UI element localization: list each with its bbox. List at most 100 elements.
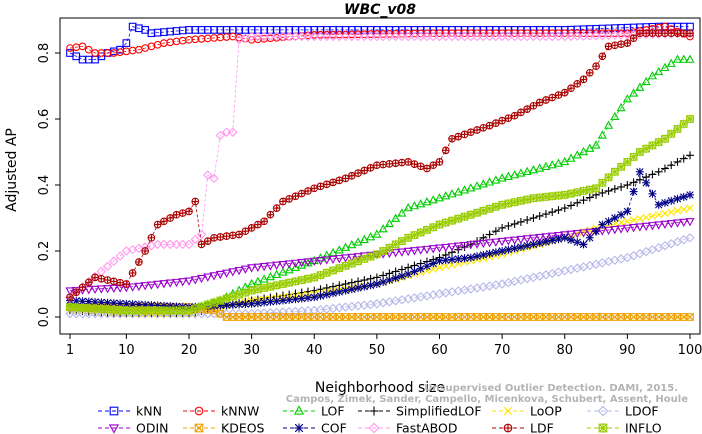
data-point xyxy=(578,229,589,238)
data-point xyxy=(485,121,494,130)
data-point xyxy=(629,224,639,233)
data-point xyxy=(153,220,162,229)
data-point xyxy=(535,239,544,248)
data-point xyxy=(297,259,307,268)
data-point xyxy=(667,196,676,205)
data-point xyxy=(478,31,489,42)
y-tick-label: 0.4 xyxy=(37,175,52,196)
data-point xyxy=(616,30,626,40)
data-point xyxy=(315,257,326,266)
data-point xyxy=(416,162,425,171)
data-point xyxy=(416,199,426,208)
data-point xyxy=(340,254,351,263)
data-point xyxy=(310,293,319,302)
legend-item-loop: LoOP xyxy=(492,404,562,419)
data-point xyxy=(309,255,319,265)
data-point xyxy=(397,31,407,42)
data-point xyxy=(510,236,520,245)
data-point xyxy=(447,189,457,198)
data-point xyxy=(616,162,626,172)
data-point xyxy=(622,30,633,40)
data-point xyxy=(466,31,476,42)
data-point xyxy=(567,313,575,321)
data-point xyxy=(335,176,344,185)
data-point xyxy=(648,212,657,220)
data-point xyxy=(610,167,620,177)
data-point xyxy=(366,281,375,290)
data-point xyxy=(366,163,375,172)
data-point xyxy=(629,216,638,224)
data-point xyxy=(404,263,413,272)
data-point xyxy=(573,238,582,247)
data-point xyxy=(610,30,620,40)
data-point xyxy=(247,299,256,308)
data-point xyxy=(598,178,607,188)
data-point xyxy=(661,29,669,38)
data-point xyxy=(159,280,169,289)
data-point xyxy=(366,232,376,241)
data-point xyxy=(190,234,200,245)
data-point xyxy=(316,291,325,300)
legend-item-fastabod: FastABOD xyxy=(358,421,458,434)
data-point xyxy=(661,209,669,218)
data-point xyxy=(347,285,356,294)
data-point xyxy=(97,304,106,314)
data-point xyxy=(516,275,526,285)
data-point xyxy=(335,287,344,296)
data-point xyxy=(109,256,119,267)
data-point xyxy=(260,298,269,307)
data-point xyxy=(265,262,275,271)
data-point xyxy=(210,233,218,242)
data-point xyxy=(203,170,213,180)
data-point xyxy=(203,273,213,282)
series-kdeos xyxy=(66,303,694,321)
data-point xyxy=(654,66,664,76)
data-point xyxy=(566,189,576,198)
data-point xyxy=(554,235,563,244)
data-point xyxy=(504,245,513,254)
data-point xyxy=(372,273,381,282)
data-point xyxy=(529,240,538,249)
data-point xyxy=(259,262,269,272)
data-point xyxy=(460,254,469,263)
data-point xyxy=(604,226,614,235)
data-point xyxy=(422,197,432,206)
legend-marker xyxy=(503,406,513,416)
data-point xyxy=(510,219,519,228)
data-point xyxy=(246,31,257,42)
data-point xyxy=(71,308,82,319)
data-point xyxy=(598,52,607,61)
data-point xyxy=(604,42,613,51)
data-point xyxy=(209,173,219,184)
legend-label: LoOP xyxy=(530,404,562,419)
data-point xyxy=(398,158,406,167)
data-point xyxy=(610,313,619,321)
data-point xyxy=(504,114,513,123)
legend-item-odin: ODIN xyxy=(98,421,169,434)
data-point xyxy=(579,196,588,205)
series-layer xyxy=(65,22,695,321)
data-point xyxy=(623,217,632,225)
data-point xyxy=(617,210,626,219)
data-point xyxy=(592,227,601,236)
data-point xyxy=(429,265,437,273)
data-point xyxy=(528,165,538,174)
data-point xyxy=(441,146,450,155)
data-point xyxy=(284,31,294,42)
data-point xyxy=(347,253,357,263)
data-point xyxy=(654,167,663,176)
data-point xyxy=(353,237,363,246)
data-point xyxy=(278,31,288,42)
data-point xyxy=(491,31,501,42)
data-point xyxy=(472,240,482,249)
data-point xyxy=(485,177,495,186)
data-point xyxy=(197,240,206,249)
data-point xyxy=(109,277,118,286)
data-point xyxy=(66,293,74,302)
data-point xyxy=(322,256,332,265)
legend-marker xyxy=(109,406,119,416)
data-point xyxy=(553,231,564,241)
data-point xyxy=(567,201,575,210)
data-point xyxy=(329,178,337,187)
data-point xyxy=(196,274,207,284)
